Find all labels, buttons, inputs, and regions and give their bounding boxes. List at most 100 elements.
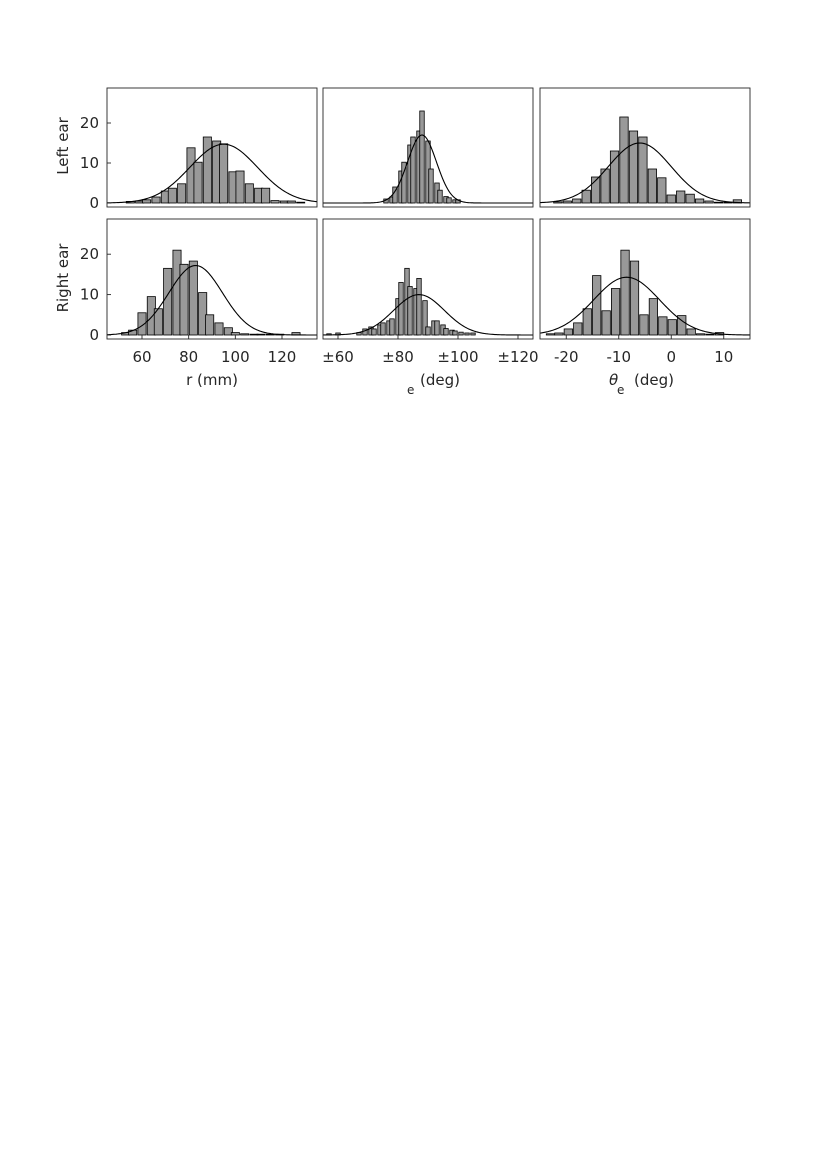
histogram-bar: [667, 319, 677, 336]
x-tick-label: 100: [221, 348, 250, 366]
histogram-bar: [230, 332, 240, 336]
histogram-bar: [380, 322, 386, 336]
histogram-bar: [179, 263, 189, 336]
x-tick-label: ±120: [497, 348, 538, 366]
histogram-bar: [572, 198, 582, 204]
x-tick-label: ±100: [437, 348, 478, 366]
histogram-bar: [219, 143, 229, 204]
gaussian-fit-line: [539, 142, 751, 204]
axes-frame: [322, 218, 534, 340]
histogram-bar: [620, 249, 630, 336]
histogram-bar: [638, 136, 648, 204]
histogram-bar: [256, 333, 266, 336]
histogram-bar: [611, 288, 621, 336]
axes-frame: [106, 218, 318, 340]
histogram-bar: [695, 198, 705, 204]
histogram-bar: [205, 314, 215, 336]
histogram-bar: [214, 322, 224, 336]
x-label-theta: (deg): [634, 371, 674, 389]
histogram-bar: [685, 193, 695, 204]
row-label-left-ear: Left ear: [54, 116, 72, 174]
axes-frame: [106, 87, 318, 208]
histogram-bar: [657, 177, 667, 204]
x-label-phi: (deg): [420, 371, 460, 389]
x-tick-label: ±60: [322, 348, 354, 366]
histogram-bar: [410, 136, 416, 204]
histogram-bar: [296, 201, 306, 204]
histogram-bar: [573, 322, 583, 336]
histogram-bar: [142, 199, 152, 204]
histogram-bar: [470, 332, 476, 336]
histogram-bar: [619, 116, 629, 204]
histogram-bar: [592, 275, 602, 336]
histogram-bar: [686, 328, 696, 336]
histogram-bar: [591, 176, 601, 204]
histogram-bar: [464, 332, 470, 336]
x-tick-label: 80: [179, 348, 198, 366]
gaussian-fit-line: [106, 264, 317, 336]
x-tick-label: 0: [666, 348, 676, 366]
histogram-bar: [647, 168, 657, 204]
histogram-bar: [398, 282, 404, 336]
histogram-bar: [713, 201, 724, 204]
histogram-bar: [286, 200, 296, 204]
y-tick-label: 10: [80, 154, 99, 172]
histogram-bar: [582, 308, 592, 336]
histogram-bar: [639, 314, 649, 336]
histogram-bar: [202, 136, 212, 204]
histogram-bar: [600, 168, 610, 204]
histogram-bar: [452, 330, 458, 336]
y-tick-label: 0: [89, 194, 99, 212]
histogram-bar: [562, 200, 572, 204]
y-tick-label: 20: [80, 114, 99, 132]
histogram-bar: [704, 200, 714, 204]
histogram-bar: [419, 110, 425, 204]
panel-left-ear-theta: [539, 87, 751, 208]
axes-frame: [539, 87, 751, 208]
panel-left-ear-r: 0 10 20: [80, 87, 318, 212]
histogram-bar: [428, 168, 434, 204]
histogram-bar: [628, 130, 639, 204]
x-tick-label: -20: [554, 348, 579, 366]
histogram-bar: [167, 187, 177, 204]
histogram-bar: [545, 333, 556, 336]
histogram-bar: [553, 201, 563, 204]
x-label-sub-phi: e: [407, 383, 414, 397]
y-tick-label: 0: [89, 326, 99, 344]
x-tick-label: 60: [132, 348, 151, 366]
histogram-bar: [163, 267, 173, 336]
histogram-bar: [425, 326, 431, 336]
histogram-bar: [458, 331, 464, 336]
histogram-bar: [437, 189, 443, 204]
histogram-bar: [434, 320, 440, 336]
histogram-bar: [223, 327, 233, 336]
histogram-bar: [407, 286, 413, 336]
x-tick-label: -10: [607, 348, 632, 366]
histogram-bar: [389, 318, 395, 336]
row-label-right-ear: Right ear: [54, 243, 72, 313]
histogram-bar: [554, 332, 564, 336]
x-label-sub-theta: e: [617, 383, 624, 397]
histogram-bar: [261, 187, 271, 204]
histogram-bar: [705, 333, 715, 336]
axes-frame: [539, 218, 751, 340]
gaussian-fit-line: [106, 143, 318, 204]
histogram-bar: [401, 161, 407, 204]
x-label-symbol-theta: θ: [609, 371, 618, 389]
histogram-bar: [371, 328, 377, 336]
panel-right-ear-phi: ±60 ±80 ±100 ±120: [322, 218, 539, 366]
histogram-bar: [443, 328, 449, 336]
histogram-bar: [270, 200, 280, 204]
x-tick-label: 120: [268, 348, 297, 366]
histogram-bar: [648, 298, 659, 336]
histogram-bar: [609, 150, 620, 204]
histogram-bar: [422, 300, 428, 336]
histogram-bar: [177, 183, 187, 204]
histogram-bar: [151, 196, 161, 204]
histogram-bar: [193, 161, 203, 204]
histogram-bar: [446, 197, 452, 204]
histogram-bar: [658, 316, 668, 336]
histogram-bar: [696, 333, 706, 336]
